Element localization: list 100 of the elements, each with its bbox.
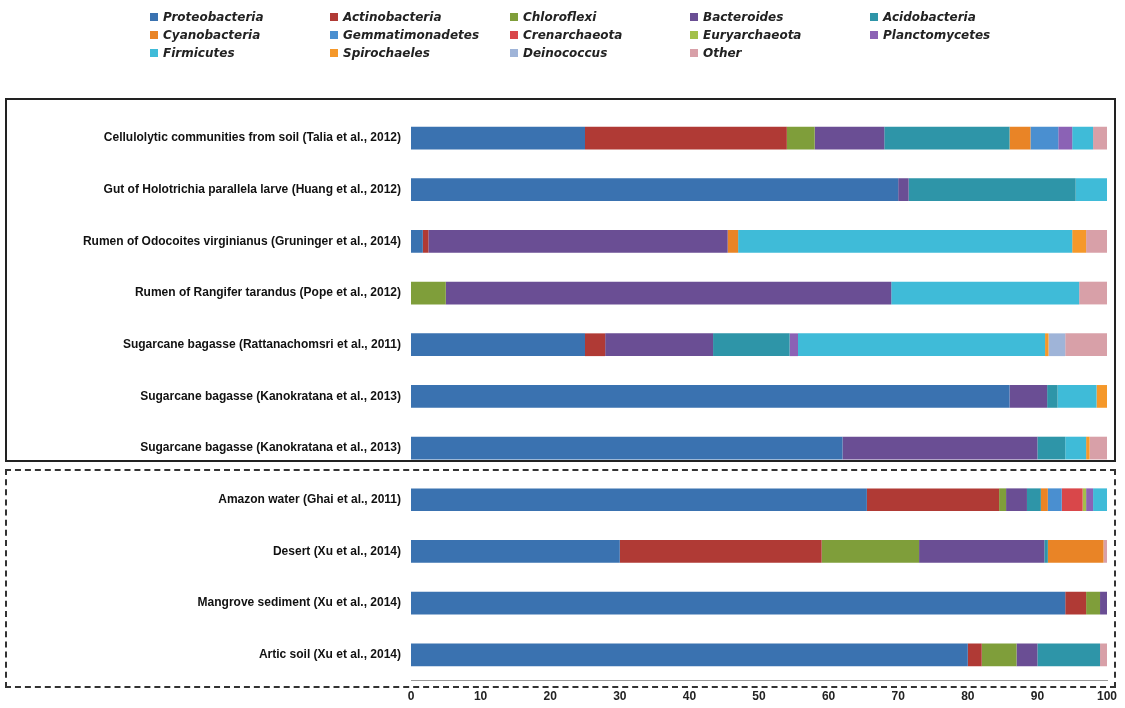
bar (411, 540, 620, 563)
y-tick-label: Rumen of Odocoites virginianus (Gruninger et al., 2014) (82, 233, 401, 248)
bar (842, 436, 1038, 460)
legend-label: Firmicutes (163, 46, 235, 60)
legend-label: Bacteroides (703, 10, 784, 24)
bar (1065, 591, 1087, 615)
bar (1100, 643, 1107, 667)
bar (1072, 126, 1094, 150)
x-tick-label: 0 (407, 689, 415, 704)
bar (605, 333, 714, 357)
y-tick-label: Desert (Xu et al., 2014) (272, 543, 401, 558)
legend-label: Deinococcus (523, 46, 608, 60)
bar (411, 230, 423, 253)
bar (1037, 436, 1066, 460)
bar (814, 126, 885, 150)
bar (1044, 540, 1048, 563)
bar (891, 281, 1080, 305)
bar (908, 178, 1076, 202)
x-tick-label: 80 (961, 689, 975, 704)
bar (1089, 436, 1107, 460)
y-tick-label: Sugarcane bagasse (Kanokratana et al., 2013) (140, 388, 401, 403)
bar (738, 230, 1073, 253)
bar (1065, 333, 1107, 357)
x-tick-label: 40 (682, 689, 697, 704)
bar (411, 385, 1010, 408)
bar (967, 643, 982, 667)
bar (1086, 488, 1094, 512)
bar (866, 488, 1000, 512)
y-tick-label: Rumen of Rangifer tarandus (Pope et al., 2012) (134, 285, 401, 300)
legend-label: Planctomycetes (883, 28, 991, 42)
x-tick-label: 30 (613, 689, 627, 704)
x-tick-label: 50 (752, 689, 766, 704)
legend-label: Acidobacteria (883, 10, 976, 24)
bar (1030, 126, 1059, 150)
legend-label: Spirochaeles (343, 46, 430, 60)
legend-label: Proteobacteria (163, 10, 264, 24)
y-tick-label: Amazon water (Ghai et al., 2011) (218, 492, 401, 507)
bar (1086, 436, 1090, 460)
x-tick-label: 20 (543, 689, 558, 704)
bar (585, 126, 787, 150)
bar (1047, 488, 1062, 512)
bar (1040, 488, 1048, 512)
bar (999, 488, 1007, 512)
bar (411, 643, 968, 667)
bar (1093, 126, 1107, 150)
y-tick-label: Cellulolytic communities from soil (Talia et al., 2012) (103, 130, 401, 145)
bar (1058, 126, 1073, 150)
bar (1093, 488, 1107, 512)
bar (445, 281, 892, 305)
legend-label: Other (703, 46, 742, 60)
legend-label: Crenarchaeota (523, 28, 623, 42)
bar (797, 333, 1046, 357)
bar (1100, 591, 1107, 615)
bar (713, 333, 790, 357)
bar (1057, 385, 1097, 408)
bar (1045, 333, 1049, 357)
y-tick-label: Artic soil (Xu et al., 2014) (258, 647, 401, 662)
bar (1096, 385, 1107, 408)
legend-label: Gemmatimonadetes (343, 28, 480, 42)
bar (727, 230, 739, 253)
bar (1075, 178, 1107, 202)
legend-label: Cyanobacteria (163, 28, 261, 42)
bar (411, 488, 867, 512)
bar (411, 281, 446, 305)
bar (1086, 230, 1107, 253)
bar (1009, 385, 1048, 408)
bar (1016, 643, 1038, 667)
x-tick-label: 60 (821, 689, 836, 704)
bar (821, 540, 920, 563)
bar (1006, 488, 1027, 512)
x-tick-label: 100 (1096, 689, 1118, 704)
bar (919, 540, 1045, 563)
bar (981, 643, 1017, 667)
bar (789, 333, 798, 357)
bar (1037, 643, 1101, 667)
y-tick-label: Mangrove sediment (Xu et al., 2014) (197, 595, 401, 610)
x-tick-label: 90 (1030, 689, 1045, 704)
bar (786, 126, 815, 150)
bar (898, 178, 909, 202)
bar (411, 591, 1066, 615)
legend-label: Actinobacteria (343, 10, 442, 24)
legend-label: Euryarchaeota (703, 28, 802, 42)
bar (428, 230, 728, 253)
bar (422, 230, 429, 253)
bar (1079, 281, 1107, 305)
bar (1072, 230, 1087, 253)
bar (1047, 385, 1058, 408)
legend-label: Chloroflexi (523, 10, 597, 24)
bar (1047, 540, 1104, 563)
bar (411, 436, 843, 460)
bar (1048, 333, 1066, 357)
bar (1009, 126, 1031, 150)
bar (1086, 591, 1101, 615)
bar (411, 126, 585, 150)
x-tick-label: 70 (891, 689, 906, 704)
y-tick-label: Gut of Holotrichia parallela larve (Huang et al., 2012) (103, 182, 401, 197)
y-tick-label: Sugarcane bagasse (Rattanachomsri et al., 2011) (122, 337, 401, 352)
bar (411, 178, 899, 202)
bar (884, 126, 1010, 150)
bar (1026, 488, 1041, 512)
